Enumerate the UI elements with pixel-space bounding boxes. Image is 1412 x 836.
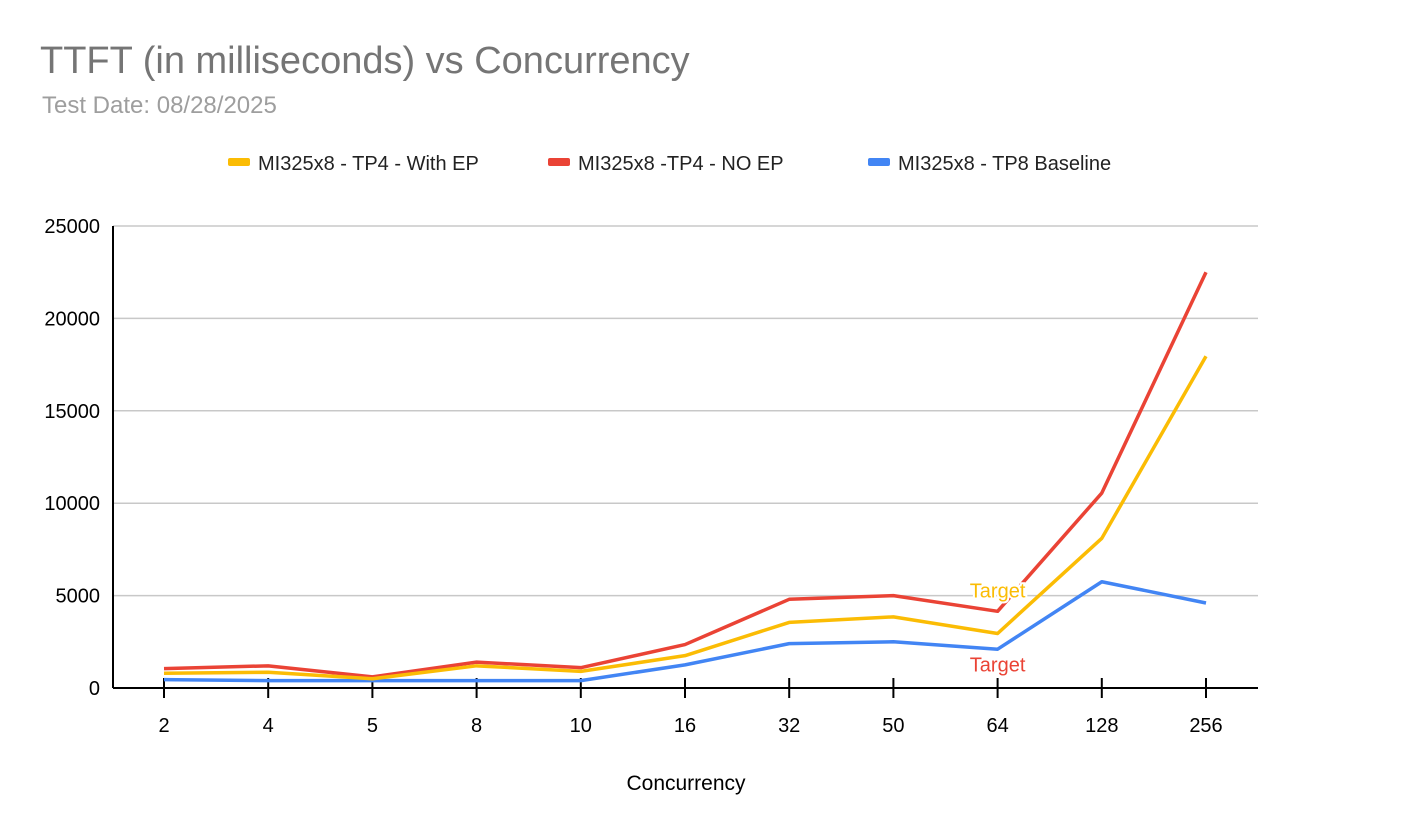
chart-title: TTFT (in milliseconds) vs Concurrency xyxy=(40,40,690,82)
x-tick-label: 5 xyxy=(367,715,378,737)
x-tick-label: 128 xyxy=(1085,715,1118,737)
chart-subtitle: Test Date: 08/28/2025 xyxy=(42,92,277,119)
x-axis-label: Concurrency xyxy=(626,772,746,795)
series-line xyxy=(163,271,1208,679)
x-tick-label: 8 xyxy=(471,715,482,737)
y-tick-label: 25000 xyxy=(44,216,100,238)
x-tick-label: 10 xyxy=(570,715,592,737)
y-tick-label: 15000 xyxy=(44,401,100,423)
legend-swatch xyxy=(228,158,250,166)
legend-label: MI325x8 - TP4 - With EP xyxy=(258,153,479,175)
x-tick-label: 256 xyxy=(1189,715,1222,737)
legend-swatch xyxy=(548,158,570,166)
annotation-label: Target xyxy=(970,580,1026,602)
x-tick-label: 50 xyxy=(882,715,904,737)
x-tick-label: 16 xyxy=(674,715,696,737)
x-tick-label: 64 xyxy=(986,715,1008,737)
x-tick-label: 32 xyxy=(778,715,800,737)
legend-label: MI325x8 - TP8 Baseline xyxy=(898,153,1111,175)
series-line xyxy=(163,355,1208,681)
series-line xyxy=(163,579,1207,683)
x-tick-label: 4 xyxy=(263,715,274,737)
y-tick-label: 20000 xyxy=(44,308,100,330)
x-tick-label: 2 xyxy=(158,715,169,737)
legend-swatch xyxy=(868,158,890,166)
y-tick-label: 10000 xyxy=(44,493,100,515)
legend-label: MI325x8 -TP4 - NO EP xyxy=(578,153,784,175)
annotation-label: Target xyxy=(970,654,1026,676)
y-tick-label: 5000 xyxy=(56,586,101,608)
y-tick-label: 0 xyxy=(89,678,100,700)
